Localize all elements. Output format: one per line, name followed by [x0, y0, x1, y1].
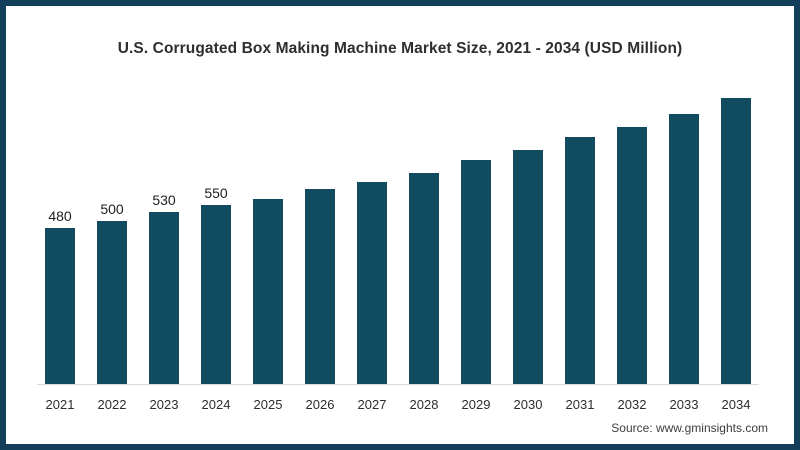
x-tick-label: 2030	[513, 397, 543, 412]
x-tick-label: 2032	[617, 397, 647, 412]
bar	[305, 189, 335, 384]
bar-group: 2034	[721, 98, 751, 412]
bar	[565, 137, 595, 384]
x-tick-label: 2024	[201, 397, 231, 412]
bar-group: 2026	[305, 189, 335, 412]
x-tick-label: 2034	[721, 397, 751, 412]
x-tick-label: 2025	[253, 397, 283, 412]
chart-plot-area: 480 2021 500 2022 530 2023 550 2024 2025 2026 2027…	[37, 98, 759, 412]
bar-group: 2025	[253, 199, 283, 412]
bar-group: 2028	[409, 173, 439, 412]
x-tick-label: 2027	[357, 397, 387, 412]
bar	[461, 160, 491, 384]
bar	[253, 199, 283, 384]
bar-group: 2027	[357, 182, 387, 412]
bar	[617, 127, 647, 384]
bar	[669, 114, 699, 384]
x-tick-label: 2026	[305, 397, 335, 412]
x-tick-label: 2028	[409, 397, 439, 412]
bar	[513, 150, 543, 384]
bar-group: 2033	[669, 114, 699, 412]
bar	[201, 205, 231, 384]
bar-group: 2030	[513, 150, 543, 412]
bar-value-label: 500	[100, 201, 124, 217]
chart-title: U.S. Corrugated Box Making Machine Marke…	[117, 40, 683, 57]
bar-group: 2029	[461, 160, 491, 412]
bar-group: 530 2023	[149, 192, 179, 412]
bar-group: 480 2021	[45, 208, 75, 412]
bar	[45, 228, 75, 384]
source-note: Source: www.gminsights.com	[611, 421, 768, 435]
bar-group: 550 2024	[201, 185, 231, 412]
x-tick-label: 2031	[565, 397, 595, 412]
bar-group: 500 2022	[97, 201, 127, 412]
bar	[97, 221, 127, 384]
bar-value-label: 550	[204, 185, 228, 201]
x-tick-label: 2023	[149, 397, 179, 412]
bar-value-label: 530	[152, 192, 176, 208]
x-tick-label: 2021	[45, 397, 75, 412]
bar-group: 2032	[617, 127, 647, 412]
bar	[409, 173, 439, 384]
bar-value-label: 480	[48, 208, 72, 224]
bar	[357, 182, 387, 384]
bars-row: 480 2021 500 2022 530 2023 550 2024 2025 2026 2027…	[45, 98, 751, 412]
bar-group: 2031	[565, 137, 595, 412]
bar	[721, 98, 751, 384]
x-tick-label: 2033	[669, 397, 699, 412]
x-axis-line	[37, 384, 759, 385]
x-tick-label: 2029	[461, 397, 491, 412]
bar	[149, 212, 179, 384]
x-tick-label: 2022	[97, 397, 127, 412]
